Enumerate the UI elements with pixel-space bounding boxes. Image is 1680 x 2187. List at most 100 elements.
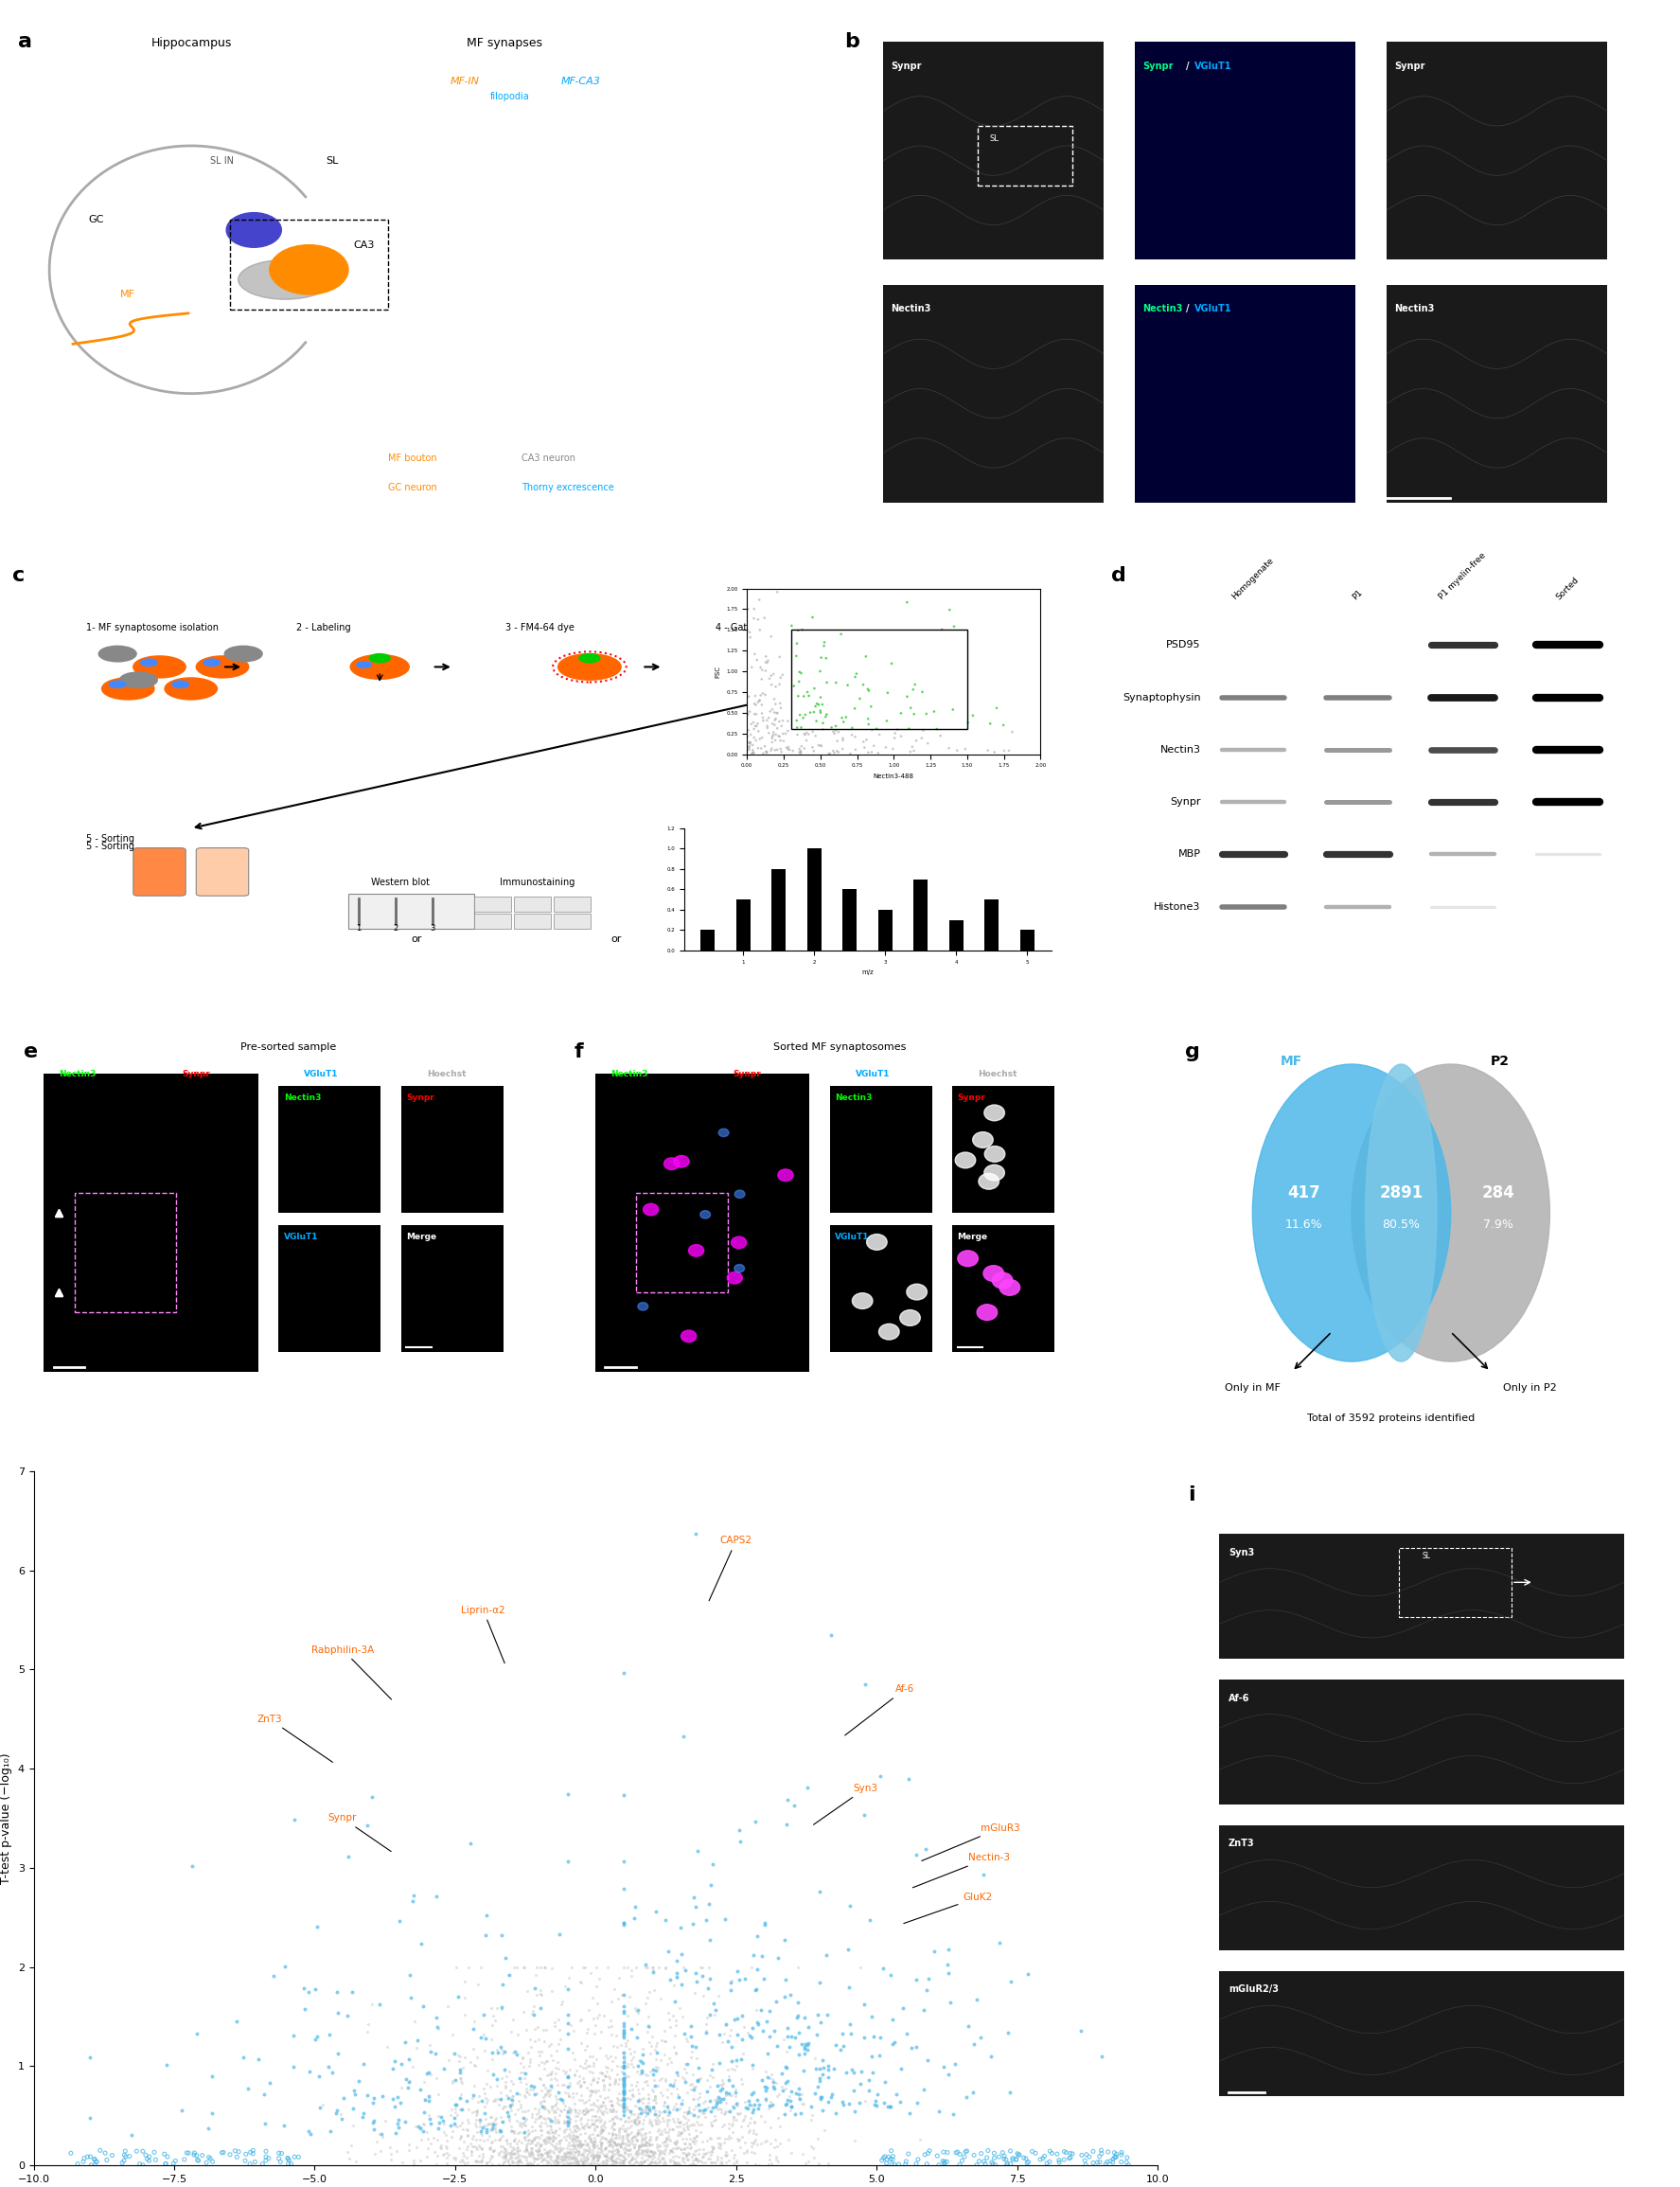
- Point: [672, 2139, 699, 2174]
- Point: [585, 2141, 612, 2176]
- Point: [323, 1975, 349, 2010]
- Point: [751, 2069, 778, 2104]
- Point: [260, 1957, 287, 1992]
- Point: [610, 1988, 637, 2023]
- Point: [677, 2130, 704, 2165]
- Point: [874, 2089, 900, 2124]
- Text: VGluT1: VGluT1: [1194, 61, 1231, 70]
- Point: [465, 2080, 492, 2115]
- Text: SL: SL: [326, 155, 339, 166]
- Point: [506, 2143, 533, 2178]
- Point: [949, 2143, 976, 2178]
- Point: [566, 1964, 593, 1999]
- Point: [465, 2139, 492, 2174]
- Point: [516, 2078, 543, 2113]
- Point: [1037, 2143, 1063, 2178]
- Bar: [279, 1225, 381, 1352]
- Point: [842, 2124, 869, 2159]
- Point: [707, 2082, 734, 2117]
- Point: [596, 2003, 623, 2038]
- Point: [622, 2137, 648, 2172]
- Point: [645, 2110, 672, 2145]
- Point: [613, 2049, 640, 2084]
- Point: [576, 2124, 603, 2159]
- Point: [783, 2075, 810, 2110]
- Text: Western blot: Western blot: [371, 877, 430, 888]
- Point: [610, 2143, 637, 2178]
- Point: [501, 2141, 528, 2176]
- Point: [795, 2025, 822, 2060]
- Point: [563, 2108, 590, 2143]
- Point: [795, 2143, 822, 2178]
- Text: /: /: [1186, 61, 1189, 70]
- Point: [57, 2137, 84, 2172]
- Point: [833, 2054, 860, 2089]
- Point: [711, 2016, 738, 2051]
- Point: [588, 2054, 615, 2089]
- Point: [716, 2110, 743, 2145]
- Point: [437, 2108, 464, 2143]
- Point: [660, 2130, 687, 2165]
- Point: [576, 2119, 603, 2154]
- Point: [1010, 2141, 1037, 2176]
- Point: [640, 2082, 667, 2117]
- Point: [519, 2097, 546, 2132]
- Point: [635, 2139, 662, 2174]
- Point: [497, 2062, 524, 2097]
- Point: [564, 2132, 591, 2167]
- Bar: [953, 1225, 1055, 1352]
- Point: [704, 1979, 731, 2014]
- Point: [566, 2113, 593, 2148]
- Point: [531, 2089, 558, 2124]
- Point: [588, 2113, 615, 2148]
- Point: [477, 2100, 504, 2135]
- Point: [855, 2062, 882, 2097]
- Text: mGluR2/3: mGluR2/3: [1228, 1986, 1278, 1995]
- Point: [934, 2143, 961, 2178]
- Point: [447, 2038, 474, 2073]
- Point: [610, 2016, 637, 2051]
- Point: [963, 2148, 990, 2183]
- Point: [650, 2036, 677, 2071]
- Point: [444, 2097, 470, 2132]
- Point: [766, 2126, 793, 2161]
- Point: [484, 2069, 511, 2104]
- Point: [697, 2135, 724, 2170]
- Point: [252, 2135, 279, 2170]
- Point: [643, 2145, 670, 2180]
- Point: [600, 2093, 627, 2128]
- Point: [978, 2038, 1005, 2073]
- Point: [635, 2148, 662, 2183]
- Point: [134, 2141, 161, 2176]
- Point: [462, 2130, 489, 2165]
- Point: [570, 2060, 596, 2095]
- Point: [595, 2124, 622, 2159]
- Point: [516, 2021, 543, 2056]
- Point: [561, 2113, 588, 2148]
- Point: [806, 1966, 833, 2001]
- Point: [554, 1844, 581, 1879]
- Point: [620, 2078, 647, 2113]
- Point: [544, 2067, 571, 2102]
- Point: [635, 2121, 662, 2156]
- Point: [749, 2014, 776, 2049]
- Bar: [474, 897, 511, 912]
- Point: [442, 2086, 469, 2121]
- Point: [494, 2143, 521, 2178]
- Point: [738, 2100, 764, 2135]
- Point: [771, 1979, 798, 2014]
- Point: [529, 2067, 556, 2102]
- Point: [774, 2019, 801, 2054]
- Point: [528, 2128, 554, 2163]
- Point: [514, 2119, 541, 2154]
- Circle shape: [203, 658, 220, 667]
- Point: [628, 2113, 655, 2148]
- Point: [793, 2027, 820, 2062]
- Point: [522, 1977, 549, 2012]
- Point: [717, 1966, 744, 2001]
- Point: [472, 2034, 499, 2069]
- Point: [625, 2082, 652, 2117]
- Point: [561, 2130, 588, 2165]
- Point: [615, 2091, 642, 2126]
- Point: [511, 2108, 538, 2143]
